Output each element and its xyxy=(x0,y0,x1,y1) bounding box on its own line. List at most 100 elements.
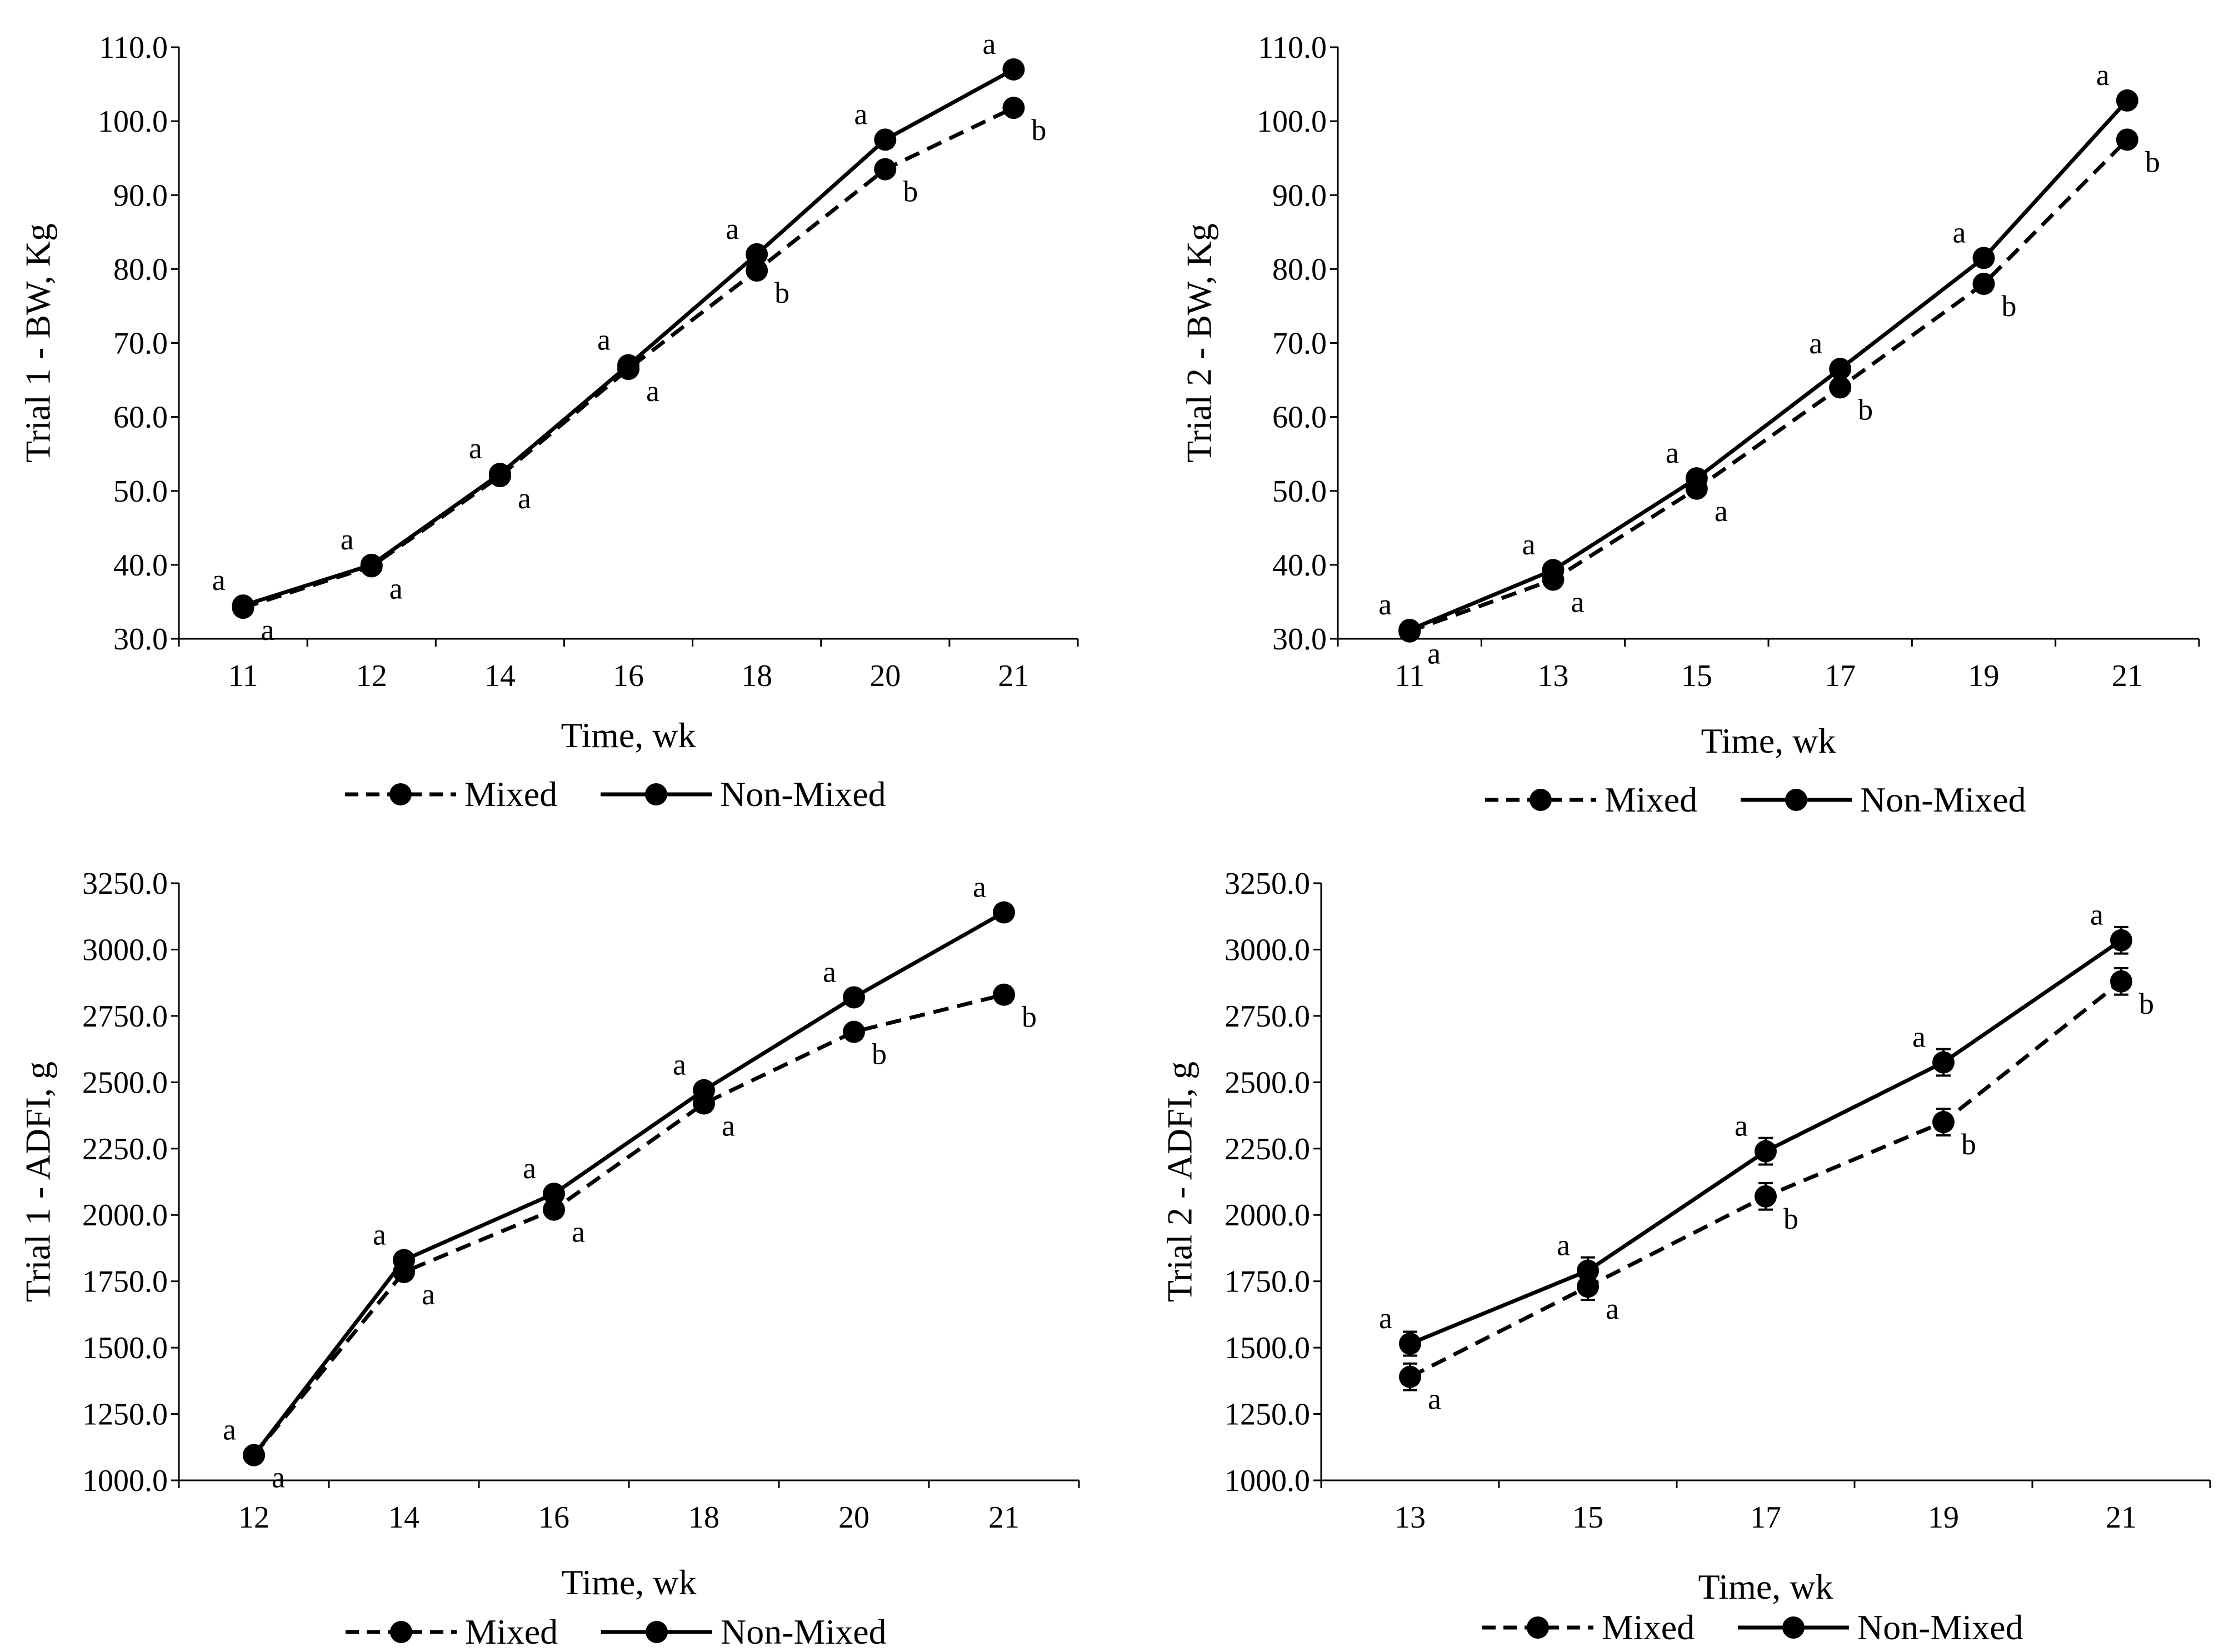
series-line-mixed xyxy=(252,993,1004,1456)
significance-label: a xyxy=(422,1278,435,1311)
data-point xyxy=(1829,376,1852,399)
y-tick-label: 70.0 xyxy=(113,327,168,361)
data-point xyxy=(2110,970,2132,993)
y-tick-label: 1500.0 xyxy=(82,1331,168,1365)
significance-label: a xyxy=(1557,1229,1570,1262)
legend-marker xyxy=(645,783,667,805)
chart-t2bw: 30.0 40.0 50.0 60.0 70.0 80.0 90.0 100.0 110.0 11… xyxy=(1180,31,2200,819)
y-tick-label: 2500.0 xyxy=(1225,1065,1310,1100)
y-tick-label: 100.0 xyxy=(1257,104,1327,139)
chart-t2adfi: 1000.0 1250.0 1500.0 1750.0 2000.0 2250.0 2500… xyxy=(1160,867,2211,1647)
x-tick-label: 21 xyxy=(2112,659,2143,693)
legend-label-non-mixed: Non-Mixed xyxy=(721,1612,887,1651)
y-tick-label: 2750.0 xyxy=(1225,999,1310,1034)
data-point xyxy=(1577,1275,1599,1298)
y-tick-label: 60.0 xyxy=(113,401,168,435)
y-tick-label: 80.0 xyxy=(1272,252,1327,287)
x-tick-label: 21 xyxy=(998,659,1029,693)
data-point xyxy=(746,259,768,282)
significance-label: a xyxy=(1666,436,1679,469)
data-point xyxy=(1577,1259,1599,1282)
chart-t1adfi: 1000.0 1250.0 1500.0 1750.0 2000.0 2250.0 2500… xyxy=(18,867,1080,1651)
y-tick-label: 2250.0 xyxy=(1225,1132,1310,1167)
data-point xyxy=(1542,559,1565,582)
x-tick-label: 14 xyxy=(388,1500,419,1535)
legend-label-non-mixed: Non-Mixed xyxy=(720,774,886,814)
x-tick-label: 21 xyxy=(988,1500,1019,1535)
significance-label: b xyxy=(1783,1202,1798,1235)
x-tick-label: 13 xyxy=(1395,1500,1426,1535)
significance-label: a xyxy=(722,1109,735,1143)
significance-label: a xyxy=(1953,216,1966,249)
significance-label: b xyxy=(774,276,789,309)
x-tick-label: 17 xyxy=(1825,659,1856,693)
significance-label: a xyxy=(518,482,531,515)
data-point xyxy=(874,128,897,151)
data-point xyxy=(243,1444,265,1466)
legend-marker xyxy=(646,1621,668,1643)
x-tick-label: 19 xyxy=(1928,1500,1959,1535)
significance-label: a xyxy=(1427,637,1441,670)
significance-label: a xyxy=(523,1152,536,1185)
significance-label: a xyxy=(726,212,739,246)
significance-label: a xyxy=(373,1218,386,1251)
y-tick-label: 90.0 xyxy=(1272,178,1327,213)
data-point xyxy=(1399,1332,1421,1355)
y-tick-label: 110.0 xyxy=(99,31,168,65)
legend-label-mixed: Mixed xyxy=(1605,780,1697,819)
data-point xyxy=(2116,128,2138,151)
y-tick-label: 3000.0 xyxy=(1225,933,1310,967)
y-tick-label: 90.0 xyxy=(113,178,168,213)
significance-label: a xyxy=(1522,528,1536,561)
significance-label: b xyxy=(2145,145,2160,178)
significance-label: a xyxy=(854,97,867,131)
x-tick-label: 11 xyxy=(228,659,258,693)
significance-label: a xyxy=(646,374,659,408)
y-tick-label: 3000.0 xyxy=(82,933,168,967)
significance-label: a xyxy=(1379,1301,1392,1335)
y-axis-title: Trial 1 - ADFI, g xyxy=(18,1062,58,1302)
significance-label: b xyxy=(1961,1128,1976,1161)
data-point xyxy=(617,354,639,377)
legend-marker xyxy=(1782,1616,1805,1639)
data-point xyxy=(746,243,768,266)
significance-label: a xyxy=(261,613,274,647)
x-axis-title: Time, wk xyxy=(1698,1567,1833,1606)
y-tick-label: 2750.0 xyxy=(82,999,168,1034)
data-point xyxy=(1755,1140,1777,1163)
significance-label: a xyxy=(973,870,986,904)
significance-label: a xyxy=(1378,588,1392,621)
data-point xyxy=(543,1183,565,1205)
x-tick-label: 15 xyxy=(1681,659,1712,693)
significance-label: b xyxy=(1022,1000,1037,1034)
x-tick-label: 15 xyxy=(1572,1500,1603,1535)
series-line-non-mixed xyxy=(242,67,1015,608)
x-tick-label: 18 xyxy=(741,659,772,693)
legend-label-mixed: Mixed xyxy=(464,774,557,814)
data-point xyxy=(1972,247,1995,269)
data-point xyxy=(360,553,383,576)
data-point xyxy=(1932,1051,1955,1074)
data-point xyxy=(843,986,865,1009)
data-point xyxy=(1685,467,1708,490)
y-tick-label: 1000.0 xyxy=(1225,1464,1310,1498)
significance-label: a xyxy=(389,572,403,605)
data-point xyxy=(1755,1185,1777,1208)
x-axis-title: Time, wk xyxy=(561,715,696,755)
legend-label-non-mixed: Non-Mixed xyxy=(1857,1608,2023,1647)
significance-label: a xyxy=(673,1048,686,1082)
x-tick-label: 12 xyxy=(238,1500,269,1535)
legend: Mixed Non-Mixed xyxy=(346,1612,887,1651)
y-tick-label: 30.0 xyxy=(113,622,168,657)
y-tick-label: 50.0 xyxy=(1272,474,1327,509)
y-tick-label: 50.0 xyxy=(113,474,168,509)
significance-label: b xyxy=(2002,289,2017,323)
legend-label-mixed: Mixed xyxy=(465,1612,558,1651)
legend-marker xyxy=(390,1621,412,1643)
significance-label: a xyxy=(1715,494,1728,528)
legend: Mixed Non-Mixed xyxy=(1485,780,2026,819)
x-tick-label: 12 xyxy=(356,659,387,693)
series-line-non-mixed xyxy=(1408,99,2129,632)
y-tick-label: 3250.0 xyxy=(1225,867,1310,901)
legend: Mixed Non-Mixed xyxy=(1482,1608,2023,1647)
